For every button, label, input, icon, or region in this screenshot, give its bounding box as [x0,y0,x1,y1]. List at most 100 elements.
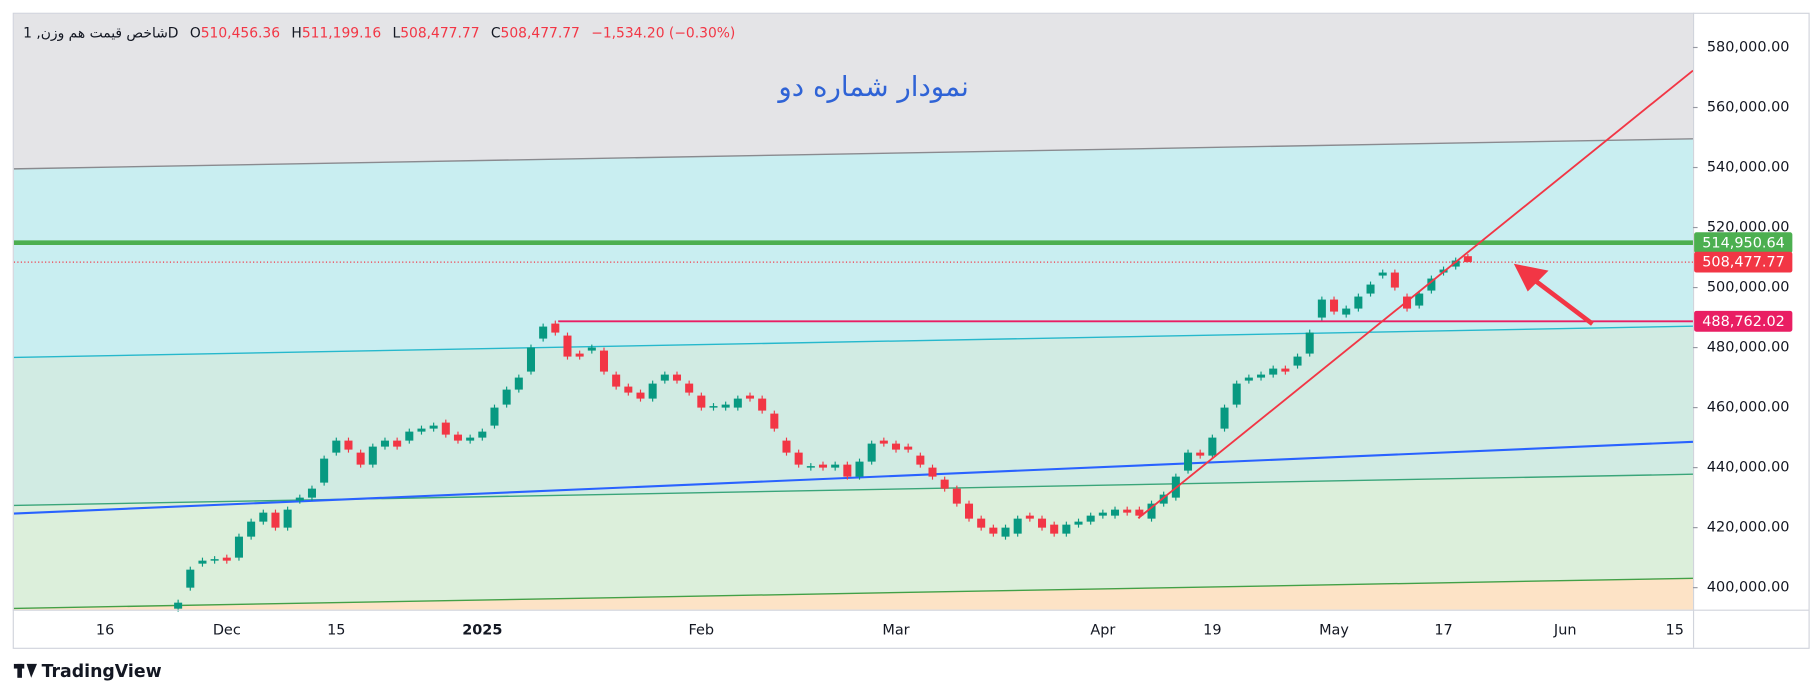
candle-body [490,407,499,426]
candle-body [1111,509,1120,516]
candle-body [393,440,402,447]
candle-body [307,488,316,498]
candle-body [1463,256,1472,263]
candle-body [247,521,256,537]
y-tick-label: 420,000.00 [1707,520,1790,536]
ohlc-label: H [291,26,301,42]
candle-body [1244,377,1253,381]
trend-line [1137,69,1694,519]
candle-body [234,536,243,558]
candle-body [940,479,949,489]
candle-body [770,413,779,429]
x-tick-label: May [1319,622,1349,638]
candle-body [453,434,462,441]
candle-body [551,323,560,333]
candle-body [356,452,365,465]
y-tick-label: 540,000.00 [1707,160,1790,176]
candle-body [648,383,657,399]
candle-body [1147,503,1156,519]
candle-body [222,557,231,561]
ohlc-label: O [190,26,201,42]
candle-body [952,488,961,504]
zone-gray [13,13,1693,169]
plot [13,240,1693,612]
candle-body [964,503,974,519]
brand-mark [26,663,37,678]
candle-body [210,559,219,561]
arrow-head [1513,263,1549,292]
candle-body [283,509,292,528]
candle-body [502,389,511,405]
candle-body [879,440,888,444]
ohlc-value: 511,199.16 [302,26,381,42]
candle-body [904,446,913,450]
ohlc-value: 508,477.77 [400,26,479,42]
candle-body [368,446,377,465]
x-tick-label: Jun [1553,622,1577,638]
price-tag-label: 508,477.77 [1702,255,1785,271]
candle-body [174,602,183,609]
candle-body [1208,437,1217,456]
ohlc-label: L [392,26,400,42]
candle-body [636,392,645,399]
candle-body [806,466,815,468]
candle-body [721,404,730,408]
candle-body [1342,308,1351,315]
y-tick-label: 400,000.00 [1707,580,1790,596]
candle-body [1232,383,1241,405]
candle-body [563,335,572,357]
ohlc-label: C [491,26,501,42]
candle-body [989,527,998,534]
candle-body [685,383,694,393]
brand-mark [17,663,22,678]
candle-body [514,377,523,390]
candle-body [186,569,195,588]
x-tick-label: 17 [1434,622,1452,638]
candle-body [697,395,706,408]
candle-body [977,518,986,528]
candle-body [417,428,426,432]
x-tick-label: Dec [213,622,241,638]
price-tag [1694,310,1793,332]
channel-line [13,325,1693,359]
price-tag-label: 488,762.02 [1702,314,1785,330]
candle-body [624,386,633,393]
ohlc-value: 510,456.36 [201,26,280,42]
y-tick-label: 560,000.00 [1707,100,1790,116]
trend-line [13,440,1694,515]
x-tick-label: 2025 [462,622,502,638]
candle-body [672,374,682,381]
candle-body [1403,296,1412,309]
candle-body [1293,356,1302,366]
candle-body [478,431,487,438]
candle-body [344,440,353,450]
candle-body [539,326,548,339]
candle-body [332,440,341,453]
change: −1,534.20 (−0.30%) [591,26,735,42]
candle-body [660,374,669,381]
candle-body [1427,278,1436,291]
chart-title: نمودار شماره دو [776,70,968,103]
x-tick-label: Mar [882,622,909,638]
y-tick-label: 440,000.00 [1707,460,1790,476]
candle-body [198,560,207,564]
legend-header: شاخص قیمت هم وزن, 1D O510,456.36 H511,19… [23,26,735,42]
candle-body [612,374,621,387]
candle-body [1135,509,1144,516]
ohlc-value: 508,477.77 [501,26,580,42]
y-tick-label: 520,000.00 [1707,220,1790,236]
candle-body [1001,527,1010,537]
channel-line [13,138,1693,170]
axes: 400,000.00 420,000.00 440,000.00 460,000.00… [96,39,1793,638]
frame [12,12,1810,649]
zone-green [13,474,1693,609]
price-tag [1694,232,1793,254]
candle-body [1415,293,1424,306]
candle-body [1013,518,1022,534]
candle-body [1196,452,1205,456]
candle-body [575,353,584,357]
candle-body [745,395,755,399]
candle-body [1281,368,1290,372]
candle-body [1317,299,1326,318]
price-tag [1694,251,1793,273]
